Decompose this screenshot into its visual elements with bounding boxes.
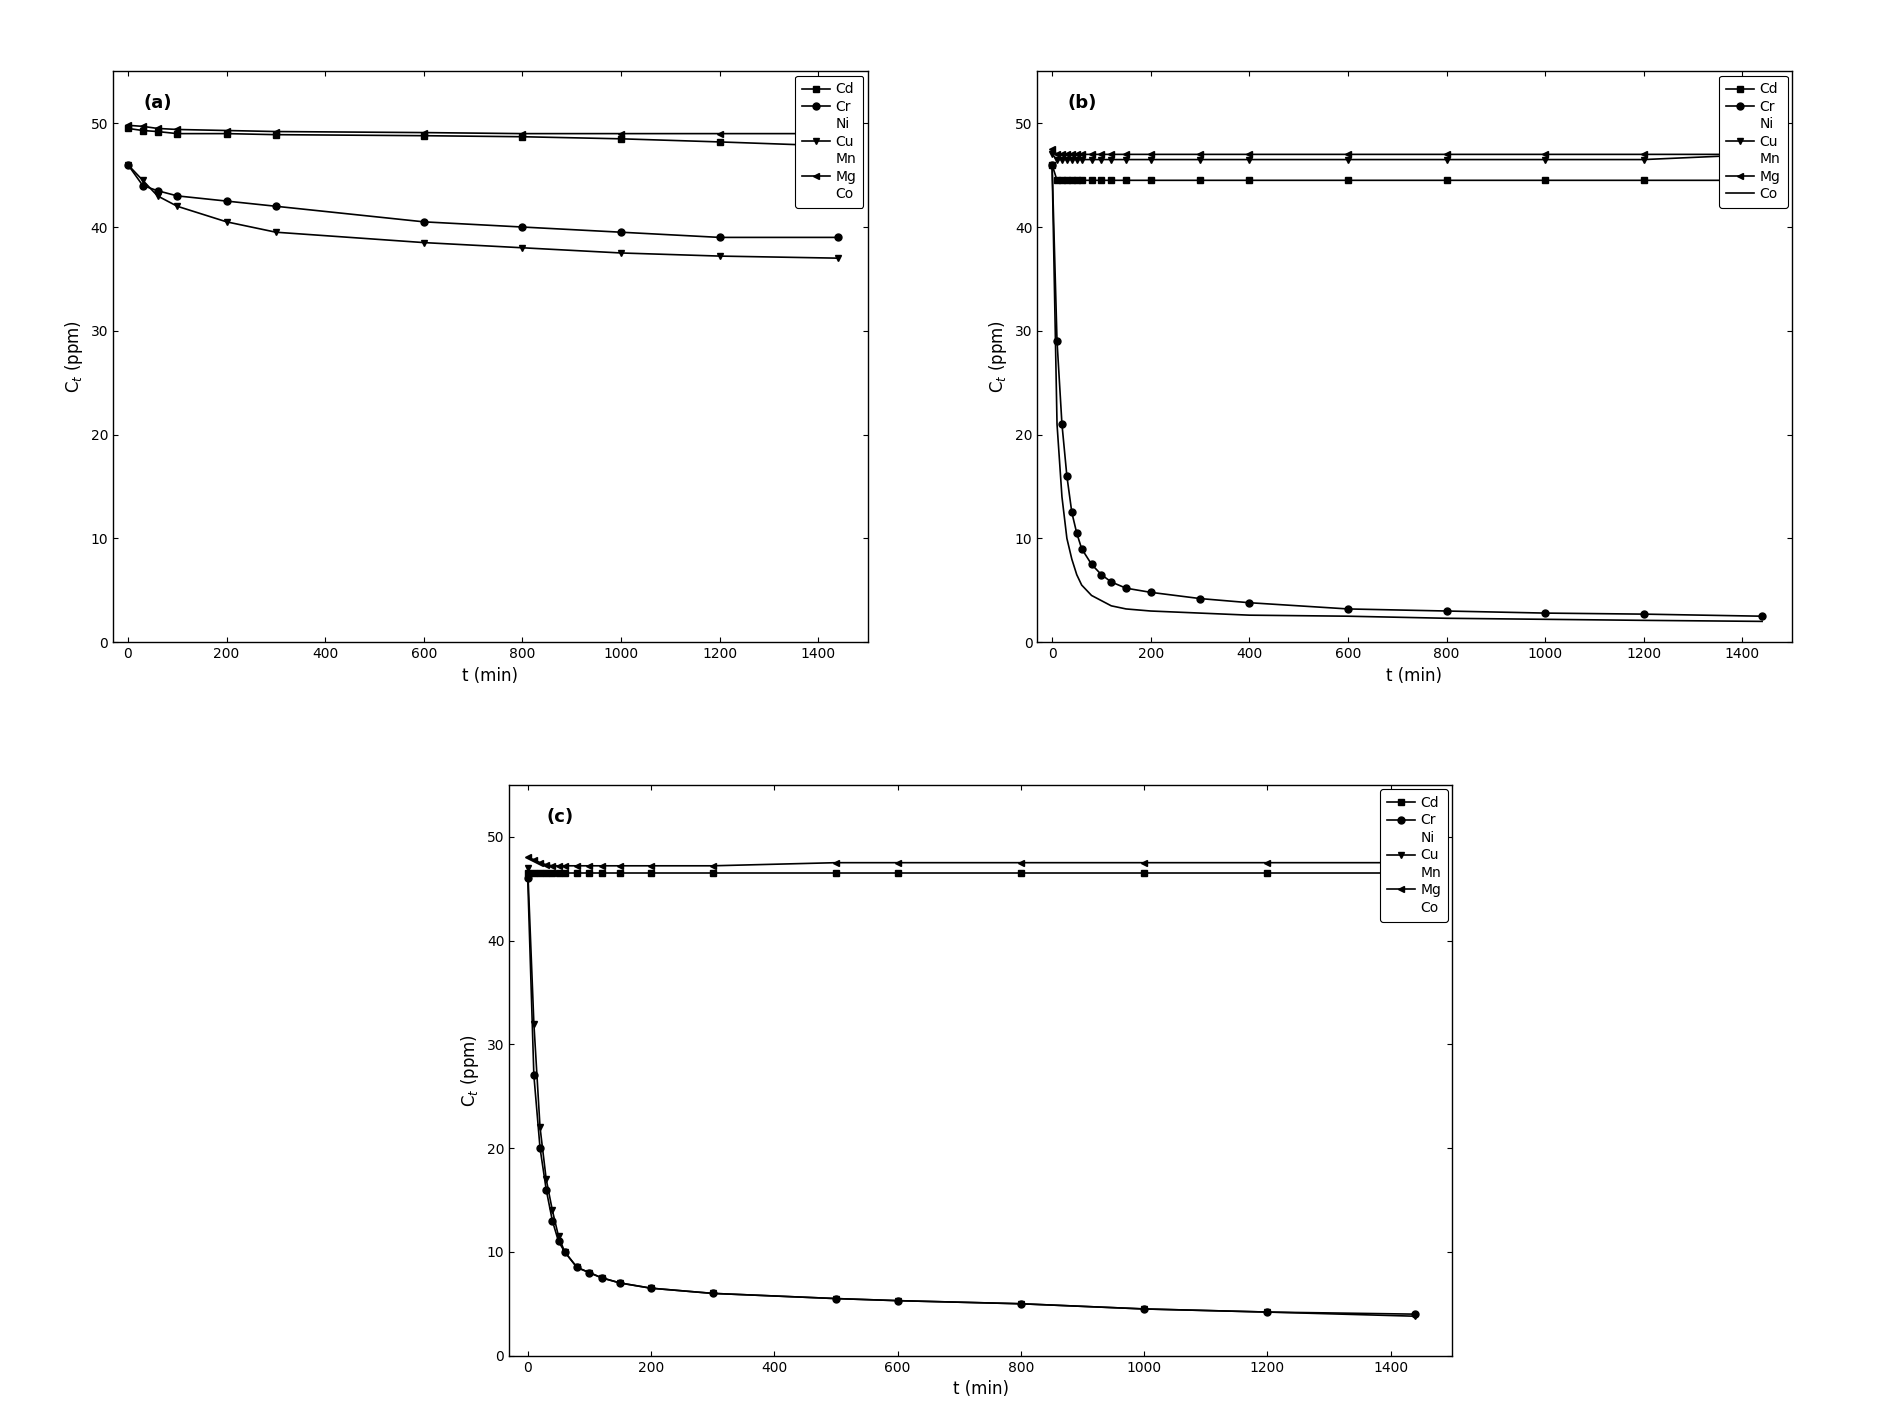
X-axis label: t (min): t (min): [952, 1380, 1009, 1398]
Y-axis label: C$_t$ (ppm): C$_t$ (ppm): [458, 1033, 481, 1107]
X-axis label: t (min): t (min): [1386, 666, 1443, 685]
Y-axis label: C$_t$ (ppm): C$_t$ (ppm): [986, 320, 1009, 394]
Text: (a): (a): [143, 94, 172, 113]
Legend: Cd, Cr, Ni, Cu, Mn, Mg, Co: Cd, Cr, Ni, Cu, Mn, Mg, Co: [1720, 76, 1788, 208]
Y-axis label: C$_t$ (ppm): C$_t$ (ppm): [62, 320, 85, 394]
Legend: Cd, Cr, Ni, Cu, Mn, Mg, Co: Cd, Cr, Ni, Cu, Mn, Mg, Co: [796, 76, 864, 208]
X-axis label: t (min): t (min): [462, 666, 519, 685]
Text: (b): (b): [1067, 94, 1098, 113]
Text: (c): (c): [547, 808, 573, 826]
Legend: Cd, Cr, Ni, Cu, Mn, Mg, Co: Cd, Cr, Ni, Cu, Mn, Mg, Co: [1381, 789, 1448, 922]
